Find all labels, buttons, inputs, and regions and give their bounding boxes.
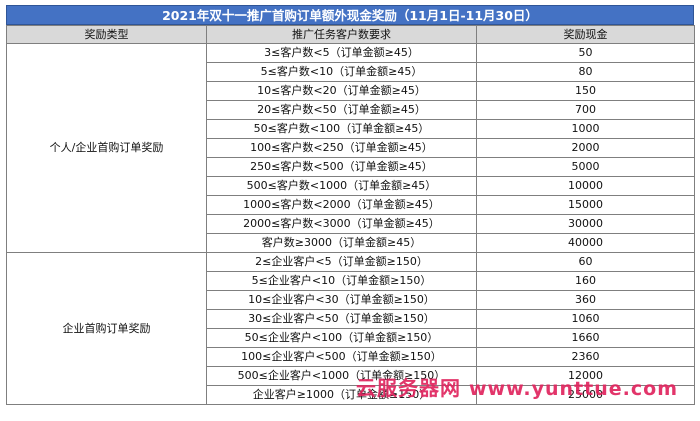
reward-cash-cell: 5000 bbox=[476, 157, 695, 177]
reward-cash-cell: 60 bbox=[476, 252, 695, 272]
reward-cash-cell: 160 bbox=[476, 271, 695, 291]
reward-cash-cell: 50 bbox=[476, 43, 695, 63]
reward-cash-cell: 80 bbox=[476, 62, 695, 82]
requirement-cell: 10≤企业客户<30（订单金额≥150） bbox=[206, 290, 477, 310]
reward-cash-cell: 25000 bbox=[476, 385, 695, 405]
reward-table-frame: 2021年双十一推广首购订单额外现金奖励（11月1日-11月30日） 奖励类型 … bbox=[6, 5, 695, 405]
reward-cash-cell: 360 bbox=[476, 290, 695, 310]
reward-cash-cell: 40000 bbox=[476, 233, 695, 253]
reward-type-cell: 企业首购订单奖励 bbox=[6, 252, 207, 405]
table-row: 个人/企业首购订单奖励 3≤客户数<5（订单金额≥45） 50 bbox=[6, 43, 695, 253]
reward-cash-cell: 2000 bbox=[476, 138, 695, 158]
table-row: 5≤企业客户<10（订单金额≥150） 160 bbox=[7, 271, 695, 291]
header-reward-cash: 奖励现金 bbox=[476, 25, 695, 44]
requirement-cell: 2≤企业客户<5（订单金额≥150） bbox=[206, 252, 477, 272]
reward-cash-cell: 1060 bbox=[476, 309, 695, 329]
requirement-cell: 20≤客户数<50（订单金额≥45） bbox=[206, 100, 477, 120]
header-requirement: 推广任务客户数要求 bbox=[206, 25, 477, 44]
table-row: 企业首购订单奖励 2≤企业客户<5（订单金额≥150） 60 bbox=[6, 252, 695, 405]
requirement-cell: 5≤客户数<10（订单金额≥45） bbox=[206, 62, 477, 82]
table-row: 2000≤客户数<3000（订单金额≥45） 30000 bbox=[7, 214, 695, 234]
requirement-cell: 企业客户≥1000（订单金额≥150） bbox=[206, 385, 477, 405]
header-reward-type: 奖励类型 bbox=[6, 25, 207, 44]
requirement-cell: 30≤企业客户<50（订单金额≥150） bbox=[206, 309, 477, 329]
watermark-cn: 云服务器网 bbox=[355, 376, 461, 400]
reward-cash-cell: 30000 bbox=[476, 214, 695, 234]
reward-cash-cell: 12000 bbox=[476, 366, 695, 386]
reward-type-cell: 个人/企业首购订单奖励 bbox=[6, 43, 207, 253]
requirement-cell: 100≤客户数<250（订单金额≥45） bbox=[206, 138, 477, 158]
reward-table: 奖励类型 推广任务客户数要求 奖励现金 个人/企业首购订单奖励 3≤客户数<5（订… bbox=[6, 25, 695, 405]
table-row: 500≤客户数<1000（订单金额≥45） 10000 bbox=[7, 176, 695, 196]
table-row: 企业客户≥1000（订单金额≥150） 25000 bbox=[7, 385, 695, 405]
requirement-cell: 2000≤客户数<3000（订单金额≥45） bbox=[206, 214, 477, 234]
watermark-en: www.yunttue.com bbox=[468, 378, 678, 400]
table-row: 20≤客户数<50（订单金额≥45） 700 bbox=[7, 100, 695, 120]
table-row: 30≤企业客户<50（订单金额≥150） 1060 bbox=[7, 309, 695, 329]
table-row: 客户数≥3000（订单金额≥45） 40000 bbox=[7, 233, 695, 253]
reward-cash-cell: 700 bbox=[476, 100, 695, 120]
table-body: 个人/企业首购订单奖励 3≤客户数<5（订单金额≥45） 50 5≤客户数<10（订单… bbox=[6, 43, 695, 405]
requirement-cell: 250≤客户数<500（订单金额≥45） bbox=[206, 157, 477, 177]
site-watermark: 云服务器网 www.yunttue.com bbox=[356, 372, 678, 401]
table-row: 1000≤客户数<2000（订单金额≥45） 15000 bbox=[7, 195, 695, 215]
header-row: 奖励类型 推广任务客户数要求 奖励现金 bbox=[6, 25, 695, 44]
requirement-cell: 50≤客户数<100（订单金额≥45） bbox=[206, 119, 477, 139]
requirement-cell: 3≤客户数<5（订单金额≥45） bbox=[206, 43, 477, 63]
table-row: 100≤客户数<250（订单金额≥45） 2000 bbox=[7, 138, 695, 158]
reward-cash-cell: 10000 bbox=[476, 176, 695, 196]
reward-cash-cell: 2360 bbox=[476, 347, 695, 367]
reward-cash-cell: 150 bbox=[476, 81, 695, 101]
requirement-cell: 1000≤客户数<2000（订单金额≥45） bbox=[206, 195, 477, 215]
requirement-cell: 客户数≥3000（订单金额≥45） bbox=[206, 233, 477, 253]
requirement-cell: 50≤企业客户<100（订单金额≥150） bbox=[206, 328, 477, 348]
reward-cash-cell: 1660 bbox=[476, 328, 695, 348]
reward-cash-cell: 15000 bbox=[476, 195, 695, 215]
requirement-cell: 500≤客户数<1000（订单金额≥45） bbox=[206, 176, 477, 196]
table-title: 2021年双十一推广首购订单额外现金奖励（11月1日-11月30日） bbox=[6, 5, 694, 25]
reward-cash-cell: 1000 bbox=[476, 119, 695, 139]
requirement-cell: 100≤企业客户<500（订单金额≥150） bbox=[206, 347, 477, 367]
requirement-cell: 10≤客户数<20（订单金额≥45） bbox=[206, 81, 477, 101]
requirement-cell: 5≤企业客户<10（订单金额≥150） bbox=[206, 271, 477, 291]
